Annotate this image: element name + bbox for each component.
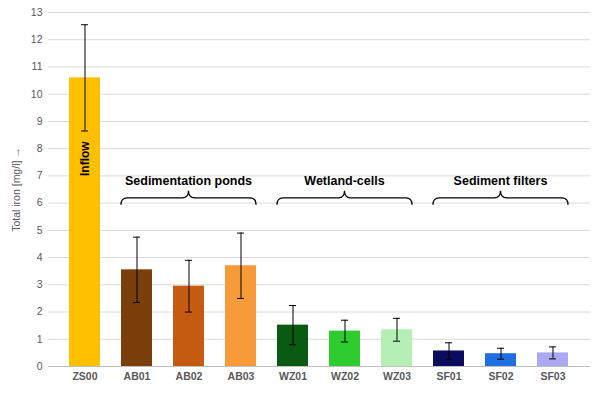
svg-text:11: 11 <box>32 60 43 72</box>
svg-text:Total iron [mg/l] →: Total iron [mg/l] → <box>10 147 22 232</box>
svg-text:13: 13 <box>31 6 43 18</box>
svg-text:AB03: AB03 <box>228 370 255 382</box>
svg-text:2: 2 <box>37 305 43 317</box>
svg-text:AB01: AB01 <box>124 370 151 382</box>
svg-text:Sediment filters: Sediment filters <box>454 174 548 188</box>
svg-text:WZ03: WZ03 <box>383 370 411 382</box>
svg-text:3: 3 <box>37 278 43 290</box>
svg-text:0: 0 <box>37 360 43 372</box>
svg-text:SF03: SF03 <box>540 370 565 382</box>
svg-text:AB02: AB02 <box>176 370 203 382</box>
svg-text:WZ02: WZ02 <box>331 370 359 382</box>
svg-text:WZ01: WZ01 <box>279 370 307 382</box>
svg-text:8: 8 <box>37 142 43 154</box>
svg-text:10: 10 <box>31 88 43 100</box>
svg-text:Wetland-cells: Wetland-cells <box>304 174 384 188</box>
svg-text:5: 5 <box>37 224 43 236</box>
svg-text:ZS00: ZS00 <box>72 370 97 382</box>
svg-text:SF02: SF02 <box>488 370 513 382</box>
svg-text:12: 12 <box>31 33 43 45</box>
svg-text:4: 4 <box>37 251 43 263</box>
svg-text:Sedimentation ponds: Sedimentation ponds <box>125 174 252 188</box>
svg-text:1: 1 <box>37 333 43 345</box>
svg-text:SF01: SF01 <box>436 370 461 382</box>
svg-text:7: 7 <box>37 169 43 181</box>
svg-text:6: 6 <box>37 196 43 208</box>
svg-text:Inflow: Inflow <box>78 141 92 176</box>
svg-text:9: 9 <box>37 115 43 127</box>
